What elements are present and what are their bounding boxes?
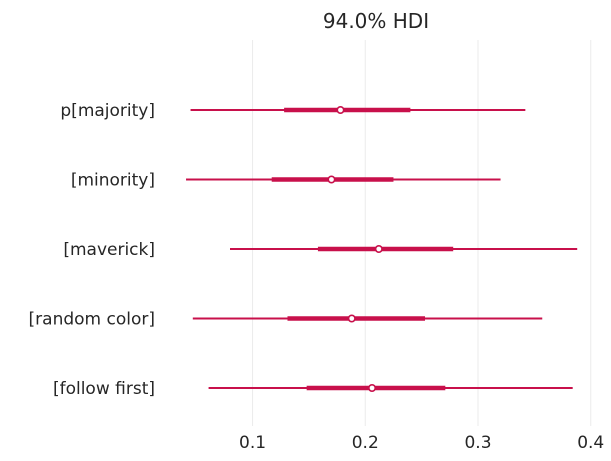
forest-row	[192, 314, 543, 323]
x-tick-label: 0.2	[352, 433, 379, 453]
grid-lines	[252, 40, 592, 426]
x-tick-label: 0.1	[239, 433, 266, 453]
x-tick-label: 0.3	[464, 433, 491, 453]
chart-title: 94.0% HDI	[323, 9, 429, 33]
x-axis-ticks: 0.1 0.2 0.3 0.4	[239, 433, 604, 453]
forest-row	[208, 383, 573, 392]
median-point	[347, 314, 356, 323]
median-point	[368, 383, 377, 392]
y-axis-labels: p[majority] [minority] [maverick] [random c…	[29, 101, 155, 399]
row-label: [follow first]	[53, 379, 155, 399]
forest-row	[230, 245, 578, 254]
forest-row	[190, 106, 526, 115]
forest-rows	[186, 106, 578, 392]
median-point	[374, 245, 383, 254]
median-point	[336, 106, 345, 115]
row-label: [random color]	[29, 310, 155, 330]
row-label: [maverick]	[63, 240, 155, 260]
row-label: p[majority]	[60, 101, 155, 121]
median-point	[327, 175, 336, 184]
forest-row	[186, 175, 501, 184]
x-tick-label: 0.4	[577, 433, 604, 453]
row-label: [minority]	[71, 171, 155, 191]
